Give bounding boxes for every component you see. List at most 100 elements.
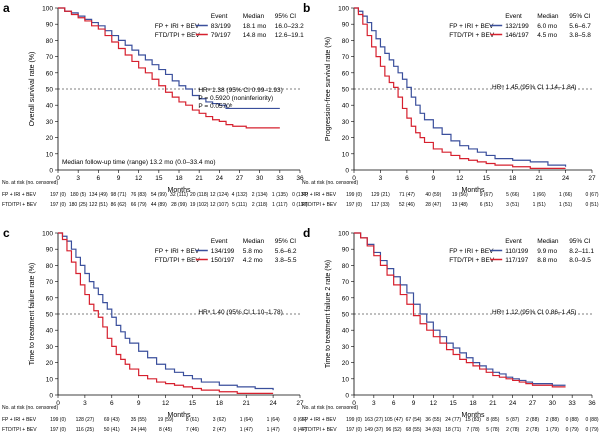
x-tick-label: 0: [352, 175, 356, 182]
legend-ci: 3.8–5.5: [275, 257, 297, 264]
risk-table-cell: 96 (52): [386, 427, 402, 433]
x-tick-label: 6: [405, 175, 409, 182]
risk-table-cell: 128 (27): [76, 417, 95, 423]
risk-table-cell: 20 (118): [190, 192, 209, 198]
y-tick-label: 0: [49, 393, 53, 400]
legend-event: 117/197: [505, 257, 528, 264]
y-tick-label: 70: [342, 279, 350, 286]
y-tick-label: 80: [46, 263, 54, 270]
legend-median: 6.0 mo: [537, 23, 557, 30]
risk-table-cell: 180 (25): [69, 202, 88, 208]
legend-header-ci: 95% CI: [275, 13, 297, 20]
series-line-ftd-tpi-bev: [58, 7, 280, 129]
x-tick-label: 24: [509, 400, 517, 407]
risk-table-cell: 129 (21): [371, 192, 390, 198]
hr-annotation: HRᵃ 1.12 (95% CI 0.86–1.45): [492, 309, 576, 316]
y-tick-label: 60: [46, 70, 54, 77]
hr-annotation: HRᵃ 1.40 (95% CI 1.10–1.78): [198, 309, 282, 316]
risk-table-cell: 54 (99): [151, 192, 167, 198]
x-axis-label: Months: [168, 187, 191, 194]
risk-table-cell: 68 (55): [406, 427, 422, 433]
x-tick-label: 9: [137, 400, 141, 407]
x-tick-label: 12: [430, 400, 438, 407]
legend-ci: 12.6–19.1: [275, 32, 304, 39]
y-tick-label: 20: [342, 135, 350, 142]
risk-table-cell: 1 (135): [272, 192, 288, 198]
x-tick-label: 30: [256, 175, 264, 182]
hr-annotation: HRᵃ 1.45 (95% CI 1.14–1.84): [492, 84, 576, 91]
y-tick-label: 20: [46, 360, 54, 367]
y-tick-label: 80: [46, 38, 54, 45]
risk-table-cell: 197 (0): [50, 202, 66, 208]
y-tick-label: 80: [342, 263, 350, 270]
legend-ci: 16.0–23.2: [275, 23, 304, 30]
y-tick-label: 10: [46, 151, 54, 158]
risk-table-cell: 0 (67): [585, 192, 598, 198]
risk-table-header: No. at risk (no. censored): [2, 405, 58, 411]
p-value-annotation: P = 0.5920 (noninferiority): [198, 95, 273, 102]
y-tick-label: 90: [46, 247, 54, 254]
risk-table-cell: 1 (117): [272, 202, 288, 208]
risk-table-cell: 199 (0): [50, 417, 66, 423]
risk-table-row-label: FP + IRI + BEV: [2, 192, 37, 198]
y-tick-label: 10: [342, 151, 350, 158]
legend-header-event: Event: [505, 238, 522, 245]
legend-median: 4.2 mo: [243, 257, 263, 264]
legend-header-median: Median: [243, 13, 265, 20]
risk-table-cell: 0 (65): [293, 417, 306, 423]
panel-label: c: [3, 226, 10, 240]
y-tick-label: 40: [46, 328, 54, 335]
risk-table-cell: 0 (88): [585, 417, 598, 423]
x-tick-label: 0: [352, 400, 356, 407]
x-axis-label: Months: [168, 412, 191, 419]
risk-table-cell: 9 (67): [480, 192, 493, 198]
legend-median: 5.8 mo: [243, 248, 263, 255]
risk-table-cell: 24 (77): [445, 417, 461, 423]
risk-table-cell: 180 (5): [70, 192, 86, 198]
risk-table-cell: 6 (51): [480, 202, 493, 208]
risk-table-cell: 1 (51): [533, 202, 546, 208]
x-tick-label: 24: [269, 400, 277, 407]
legend-median: 8.8 mo: [537, 257, 557, 264]
legend-ci: 5.6–6.2: [275, 248, 297, 255]
risk-table-cell: 28 (47): [425, 202, 441, 208]
legend-event: 83/199: [211, 23, 231, 30]
risk-table-cell: 66 (79): [131, 202, 147, 208]
risk-table-cell: 199 (0): [346, 417, 362, 423]
risk-table-row-label: FTD/TPI + BEV: [2, 427, 37, 433]
risk-table-cell: 197 (0): [346, 427, 362, 433]
legend-event: 110/199: [505, 248, 528, 255]
x-tick-label: 21: [243, 400, 251, 407]
risk-table-cell: 36 (55): [425, 417, 441, 423]
y-tick-label: 30: [342, 344, 350, 351]
x-tick-label: 27: [588, 175, 596, 182]
risk-table-cell: 8 (45): [159, 427, 172, 433]
legend-header-event: Event: [505, 13, 522, 20]
x-tick-label: 33: [276, 175, 284, 182]
risk-table-cell: 117 (33): [371, 202, 390, 208]
risk-table-cell: 0 (79): [566, 427, 579, 433]
x-tick-label: 9: [432, 175, 436, 182]
legend-header-ci: 95% CI: [275, 238, 297, 245]
legend-entry-name: FTD/TPI + BEV: [449, 32, 495, 39]
risk-table-row-label: FP + IRI + BEV: [302, 192, 337, 198]
x-tick-label: 21: [535, 175, 543, 182]
risk-table-cell: 0 (47): [293, 427, 306, 433]
risk-table-cell: 1 (64): [267, 417, 280, 423]
risk-table-cell: 71 (47): [399, 192, 415, 198]
x-tick-label: 3: [83, 400, 87, 407]
y-tick-label: 90: [46, 22, 54, 29]
legend-median: 9.9 mo: [537, 248, 557, 255]
y-tick-label: 0: [345, 168, 349, 175]
risk-table-cell: 13 (48): [452, 202, 468, 208]
y-tick-label: 100: [42, 6, 53, 13]
x-tick-label: 18: [216, 400, 224, 407]
y-tick-label: 100: [338, 6, 349, 13]
x-tick-label: 18: [175, 175, 183, 182]
x-tick-label: 6: [97, 175, 101, 182]
legend-median: 18.1 mo: [243, 23, 267, 30]
x-tick-label: 18: [509, 175, 517, 182]
